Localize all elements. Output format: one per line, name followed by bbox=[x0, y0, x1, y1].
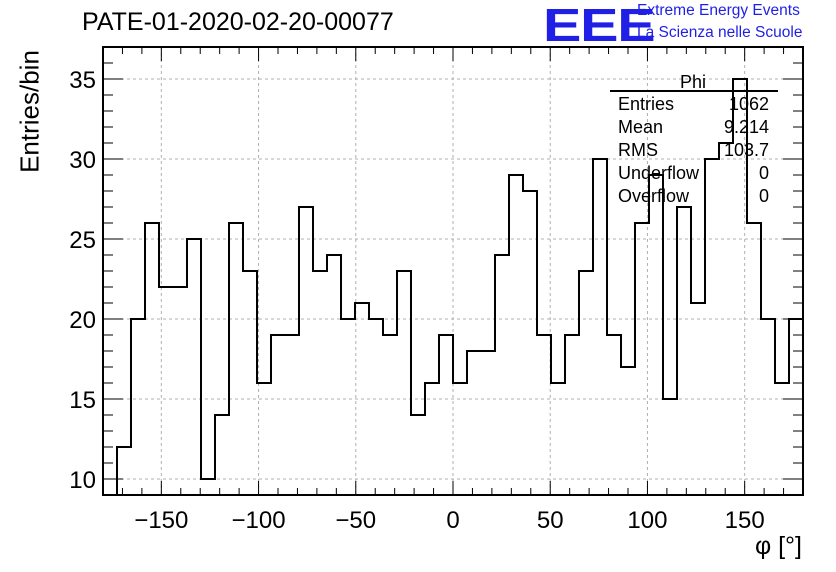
histogram-bin bbox=[523, 191, 537, 495]
histogram-bin bbox=[789, 319, 803, 495]
histogram-bin bbox=[495, 255, 509, 495]
stat-value-overflow: 0 bbox=[758, 186, 769, 206]
histogram-bin bbox=[747, 223, 761, 495]
histogram-bin bbox=[383, 335, 397, 495]
histogram-bin bbox=[565, 335, 579, 495]
histogram-bin bbox=[649, 175, 663, 495]
stat-label-entries: Entries bbox=[618, 94, 675, 114]
histogram-bin bbox=[313, 271, 327, 495]
histogram-bin bbox=[257, 383, 271, 495]
histogram-bin bbox=[145, 223, 159, 495]
eee-logo: EEE bbox=[543, 0, 656, 51]
histogram-line bbox=[103, 78, 803, 496]
histogram-bin bbox=[327, 255, 341, 495]
x-tick-label: −150 bbox=[134, 507, 188, 534]
histogram-bin bbox=[439, 335, 453, 495]
stat-label-mean: Mean bbox=[618, 117, 664, 137]
histogram-bin bbox=[411, 415, 425, 495]
x-tick-label: 0 bbox=[446, 507, 459, 534]
y-tick-label: 20 bbox=[69, 307, 96, 334]
y-axis-label: Entries/bin bbox=[14, 50, 45, 173]
histogram-bin bbox=[299, 207, 313, 495]
stats-box-title: Phi bbox=[680, 72, 707, 92]
histogram-bin bbox=[677, 207, 691, 495]
stat-value-mean: 9.214 bbox=[723, 117, 769, 137]
histogram-bin bbox=[761, 319, 775, 495]
histogram-bin bbox=[481, 351, 495, 495]
histogram-bin bbox=[229, 223, 243, 495]
y-tick-label: 30 bbox=[69, 147, 96, 174]
stat-value-entries: 1062 bbox=[728, 94, 769, 114]
x-tick-label: 100 bbox=[627, 507, 667, 534]
histogram-bin bbox=[341, 319, 355, 495]
histogram-bin bbox=[397, 271, 411, 495]
histogram-bin bbox=[285, 335, 299, 495]
chart-title: PATE-01-2020-02-20-00077 bbox=[82, 8, 394, 36]
stat-label-rms: RMS bbox=[618, 140, 658, 160]
histogram-bin bbox=[691, 303, 705, 495]
histogram-bin bbox=[453, 383, 467, 495]
histogram-bin bbox=[369, 319, 383, 495]
histogram-bin bbox=[663, 399, 677, 495]
x-tick-label: −100 bbox=[232, 507, 286, 534]
histogram-bin bbox=[509, 175, 523, 495]
histogram-bin bbox=[719, 143, 733, 495]
y-tick-label: 25 bbox=[69, 227, 96, 254]
histogram-bin bbox=[621, 367, 635, 495]
histogram-bin bbox=[271, 335, 285, 495]
y-tick-label: 35 bbox=[69, 67, 96, 94]
y-tick-label: 10 bbox=[69, 467, 96, 494]
histogram-bin bbox=[775, 383, 789, 495]
histogram-bin bbox=[425, 383, 439, 495]
histogram-bin bbox=[467, 351, 481, 495]
histogram-bin bbox=[607, 335, 621, 495]
histogram-bin bbox=[635, 223, 649, 495]
histogram-bin bbox=[117, 447, 131, 495]
stat-value-underflow: 0 bbox=[758, 163, 769, 183]
brand-line-1: Extreme Energy Events bbox=[637, 2, 800, 19]
histogram-bin bbox=[159, 287, 173, 495]
histogram-bin bbox=[243, 271, 257, 495]
x-tick-label: 150 bbox=[725, 507, 765, 534]
histogram-bin bbox=[201, 479, 215, 495]
y-tick-label: 15 bbox=[69, 387, 96, 414]
histogram-bin bbox=[551, 383, 565, 495]
x-tick-label: −50 bbox=[335, 507, 376, 534]
histogram-bin bbox=[579, 271, 593, 495]
histogram-bin bbox=[187, 239, 201, 495]
histogram-bin bbox=[173, 287, 187, 495]
histogram-bin bbox=[593, 159, 607, 495]
x-axis-label: φ [°] bbox=[754, 532, 802, 560]
histogram-bin bbox=[705, 159, 719, 495]
x-tick-label: 50 bbox=[537, 507, 564, 534]
stat-value-rms: 103.7 bbox=[723, 140, 769, 160]
histogram-bin bbox=[131, 319, 145, 495]
stat-label-overflow: Overflow bbox=[618, 186, 690, 206]
histogram-bin bbox=[355, 303, 369, 495]
histogram-bin bbox=[215, 415, 229, 495]
histogram-bin bbox=[537, 335, 551, 495]
brand-line-2: La Scienza nelle Scuole bbox=[637, 24, 803, 41]
stat-label-underflow: Underflow bbox=[618, 163, 700, 183]
